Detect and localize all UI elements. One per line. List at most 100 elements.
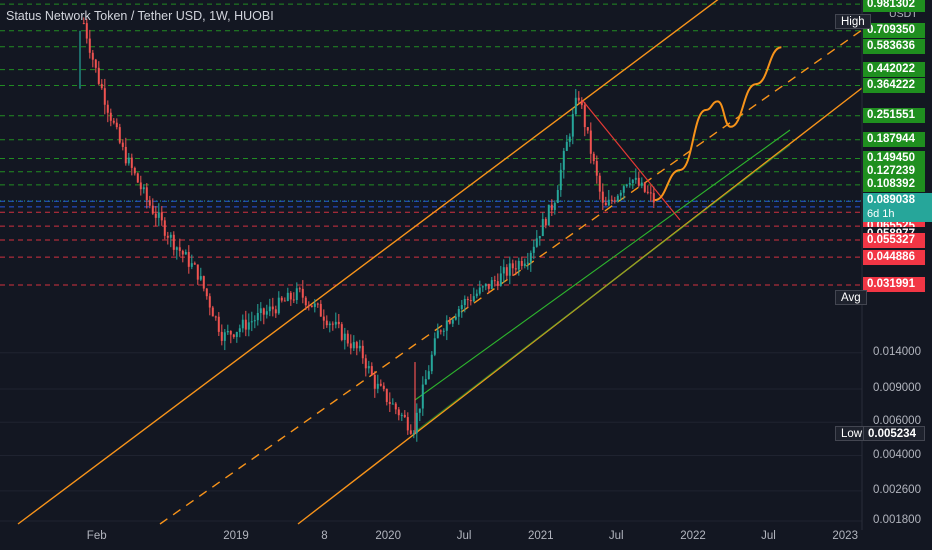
candle-body: [235, 331, 238, 337]
forecast-path: [654, 46, 782, 202]
candle-body: [400, 414, 403, 416]
chart-title: Status Network Token / Tether USD, 1W, H…: [6, 9, 274, 23]
candle-body: [565, 141, 568, 151]
candle-body: [310, 305, 313, 307]
candle-body: [130, 157, 133, 168]
candle-body: [340, 324, 343, 340]
candle-body: [319, 303, 322, 317]
x-tick-label: Jul: [608, 530, 624, 542]
candle-body: [469, 300, 472, 302]
candle-body: [478, 287, 481, 294]
candle-body: [520, 260, 523, 266]
candle-body: [556, 190, 559, 203]
support-line-wide: [414, 144, 791, 433]
candle-body: [88, 38, 91, 53]
x-tick-label: 2021: [528, 530, 554, 542]
candle-body: [625, 184, 628, 187]
candle-body: [253, 320, 256, 322]
candle-body: [499, 273, 502, 286]
x-tick-label: 8: [321, 530, 328, 542]
price-label: 0.044886: [863, 249, 925, 265]
candle-body: [133, 167, 136, 174]
candle-body: [628, 183, 631, 185]
grid-lines: [0, 352, 862, 522]
candle-body: [412, 433, 415, 435]
candle-body: [217, 316, 220, 332]
forecast-curve: [654, 46, 782, 202]
candle-body: [178, 247, 181, 251]
candle-body: [196, 264, 199, 280]
candle-body: [487, 283, 490, 289]
candle-body: [646, 191, 649, 193]
horizontal-levels: [0, 3, 862, 286]
candle-body: [418, 408, 421, 413]
candle-body: [115, 122, 118, 128]
candle-body: [187, 252, 190, 267]
price-label: 0.055327: [863, 232, 925, 248]
candle-body: [163, 220, 166, 236]
candle-body: [532, 246, 535, 253]
support-line: [414, 129, 791, 401]
candle-body: [301, 288, 304, 298]
price-label: 0.583636: [863, 39, 925, 55]
candle-body: [298, 288, 301, 290]
candle-body: [514, 268, 517, 270]
candle-body: [202, 276, 205, 289]
candle-body: [460, 305, 463, 310]
candle-body: [280, 297, 283, 301]
candle-body: [322, 316, 325, 321]
candle-body: [598, 175, 601, 192]
candle-body: [325, 320, 328, 326]
candle-body: [124, 146, 127, 164]
candle-body: [634, 177, 637, 180]
candle-body: [544, 219, 547, 226]
candle-body: [127, 157, 130, 164]
candle-body: [406, 417, 409, 431]
candle-body: [142, 187, 145, 190]
candle-body: [541, 219, 544, 237]
candle-body: [205, 288, 208, 297]
candle-body: [139, 182, 142, 190]
candle-body: [184, 252, 187, 255]
candle-body: [616, 195, 619, 202]
candle-body: [316, 303, 319, 305]
x-tick-label: 2020: [375, 530, 401, 542]
candle-body: [112, 120, 115, 123]
candle-body: [145, 187, 148, 201]
candle-body: [352, 342, 355, 349]
y-tick-label: 0.002600: [873, 483, 921, 496]
candle-body: [571, 114, 574, 137]
candle-body: [169, 234, 172, 238]
candle-body: [421, 384, 424, 409]
candle-body: [379, 383, 382, 386]
candle-body: [589, 130, 592, 154]
candle-body: [490, 280, 493, 289]
candle-body: [241, 319, 244, 329]
price-label: 0.251551: [863, 108, 925, 124]
candle-body: [211, 307, 214, 317]
candle-body: [109, 112, 112, 121]
candle-body: [415, 412, 418, 434]
candle-body: [622, 186, 625, 193]
candle-body: [367, 366, 370, 369]
candle-body: [331, 323, 334, 325]
candle-body: [505, 267, 508, 276]
candle-body: [337, 321, 340, 325]
candle-body: [475, 293, 478, 297]
candle-body: [466, 298, 469, 301]
trend-channel[interactable]: [17, 0, 863, 525]
candle-body: [328, 323, 331, 326]
candle-body: [136, 173, 139, 183]
candle-body: [607, 199, 610, 206]
candle-body: [451, 319, 454, 324]
candle-body: [517, 260, 520, 270]
candle-body: [106, 104, 109, 113]
candle-body: [97, 67, 100, 84]
candle-body: [307, 305, 310, 307]
candle-body: [595, 161, 598, 176]
y-tick-label: 0.001800: [873, 514, 921, 527]
candle-body: [85, 23, 88, 39]
candle-body: [619, 192, 622, 196]
candle-body: [445, 320, 448, 331]
